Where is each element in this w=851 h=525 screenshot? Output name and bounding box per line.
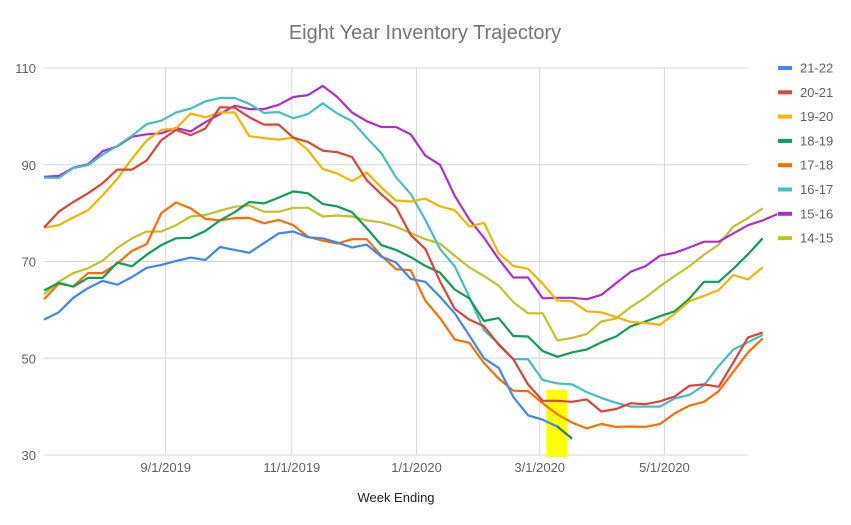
- legend-label: 17-18: [800, 158, 833, 173]
- legend-item[interactable]: 20-21: [778, 85, 833, 100]
- x-axis-ticks: 9/1/2019 11/1/2019 1/1/2020 3/1/2020 5/1/202…: [140, 460, 689, 475]
- legend-label: 16-17: [800, 182, 833, 197]
- series-line-18-19: [43, 190, 764, 358]
- y-tick-label: 110: [15, 61, 36, 76]
- highlight-layer: [546, 389, 568, 457]
- legend-swatch: [778, 138, 792, 143]
- legend-item[interactable]: 16-17: [778, 182, 833, 197]
- highlight-segment: [556, 425, 573, 440]
- legend-label: 14-15: [800, 231, 833, 246]
- legend-item[interactable]: 17-18: [778, 158, 833, 173]
- legend-label: 15-16: [800, 206, 833, 221]
- y-tick-label: 50: [22, 351, 36, 366]
- legend-label: 20-21: [800, 85, 833, 100]
- legend-item[interactable]: 21-22: [778, 61, 833, 76]
- legend-item[interactable]: 19-20: [778, 109, 833, 124]
- highlight-bar: [546, 389, 568, 457]
- legend-label: 18-19: [800, 133, 833, 148]
- x-axis-title: Week Ending: [357, 490, 434, 505]
- legend: 21-22 20-21 19-20 18-19 17-18 16-17 15-16 14-15: [778, 61, 833, 246]
- legend-swatch: [778, 90, 792, 95]
- series-line-19-20: [43, 111, 764, 326]
- x-tick-label: 11/1/2019: [263, 460, 320, 475]
- x-tick-label: 1/1/2020: [391, 460, 442, 475]
- y-tick-label: 70: [22, 255, 36, 270]
- legend-swatch: [778, 163, 792, 168]
- legend-item[interactable]: 14-15: [778, 231, 833, 246]
- series-line-16-17: [44, 96, 764, 408]
- series-line-17-18: [43, 201, 764, 430]
- legend-swatch: [778, 114, 792, 119]
- x-tick-label: 9/1/2019: [140, 460, 191, 475]
- series-line-14-15: [43, 204, 764, 342]
- legend-swatch: [778, 211, 792, 216]
- chart-title: Eight Year Inventory Trajectory: [289, 22, 561, 44]
- y-tick-label: 30: [22, 448, 36, 463]
- x-tick-label: 3/1/2020: [514, 460, 565, 475]
- x-tick-label: 5/1/2020: [639, 460, 690, 475]
- legend-swatch: [778, 236, 792, 241]
- y-axis-ticks: 30 50 70 90 110: [15, 61, 36, 463]
- series-line-20-21: [43, 106, 764, 413]
- legend-swatch: [778, 187, 792, 192]
- legend-item[interactable]: 18-19: [778, 133, 833, 148]
- series-line-21-22: [43, 230, 573, 440]
- y-tick-label: 90: [22, 158, 36, 173]
- legend-label: 19-20: [800, 109, 833, 124]
- series-line-15-16: [43, 84, 778, 301]
- legend-label: 21-22: [800, 61, 833, 76]
- series-layer: [43, 84, 778, 440]
- legend-item[interactable]: 15-16: [778, 206, 833, 221]
- legend-swatch: [778, 66, 792, 70]
